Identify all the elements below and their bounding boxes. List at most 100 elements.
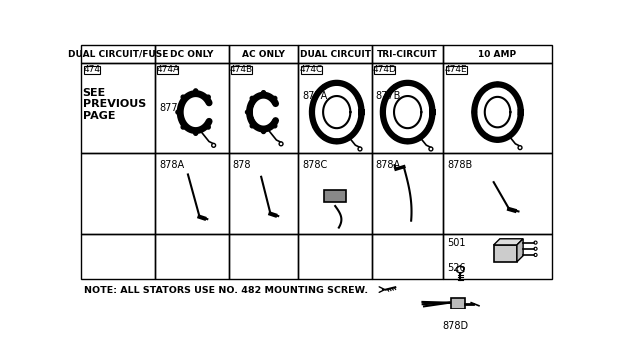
Bar [372,234,443,279]
Circle shape [405,81,410,85]
Bar [372,45,443,63]
Text: 474A: 474A [156,65,179,74]
Circle shape [250,96,254,100]
Circle shape [405,139,410,144]
Circle shape [313,125,317,129]
Circle shape [418,85,422,89]
Bar [229,45,298,63]
Circle shape [534,253,537,256]
Circle shape [484,134,488,138]
Circle shape [310,110,314,114]
Circle shape [273,96,277,100]
Circle shape [262,130,265,134]
Text: 501: 501 [447,238,466,248]
Circle shape [322,135,327,139]
Bar [324,190,346,202]
Text: 878A: 878A [376,160,401,170]
Text: SEE
PREVIOUS
PAGE: SEE PREVIOUS PAGE [82,88,146,121]
Text: 878C: 878C [303,160,327,170]
Bar [494,245,517,262]
Circle shape [358,147,362,151]
Circle shape [427,125,432,129]
Circle shape [476,124,480,128]
Circle shape [381,110,385,114]
Bar [374,66,396,74]
Bar [229,234,298,279]
Circle shape [250,124,254,128]
Text: 474: 474 [84,65,100,74]
Circle shape [507,86,512,90]
Text: 877B: 877B [376,91,401,101]
Circle shape [193,132,198,135]
Circle shape [322,85,327,89]
Bar [446,66,467,74]
Bar [451,298,465,309]
Text: TRI-CIRCUIT: TRI-CIRCUIT [378,50,438,59]
Text: 474E: 474E [445,65,467,74]
Circle shape [384,95,388,100]
Text: NOTE: ALL STATORS USE NO. 482 MOUNTING SCREW.: NOTE: ALL STATORS USE NO. 482 MOUNTING S… [84,286,368,295]
Bar [157,66,179,74]
Text: 877: 877 [159,103,177,113]
Text: 474B: 474B [230,65,253,74]
Text: 474D: 474D [373,65,397,74]
Text: DC ONLY: DC ONLY [170,50,213,59]
Circle shape [246,110,249,114]
Text: 878: 878 [232,160,251,170]
Circle shape [472,110,477,114]
Bar [298,63,372,153]
Circle shape [484,86,488,90]
Bar [443,234,552,279]
Bar [443,153,552,234]
Circle shape [507,134,512,138]
Text: DUAL CIRCUIT: DUAL CIRCUIT [299,50,371,59]
Circle shape [360,110,364,114]
Bar [372,153,443,234]
Bar [372,63,443,153]
Circle shape [518,110,523,114]
Circle shape [515,96,520,100]
Bar [155,234,229,279]
Bar [81,153,155,234]
Circle shape [262,91,265,94]
Bar [81,234,155,279]
Circle shape [393,85,397,89]
Circle shape [418,135,422,139]
Polygon shape [494,239,523,245]
Bar [229,153,298,234]
Text: 877A: 877A [303,91,327,101]
Circle shape [384,125,388,129]
Text: 878B: 878B [447,160,472,170]
Text: 10 AMP: 10 AMP [479,50,516,59]
Circle shape [206,125,210,129]
Bar [81,63,155,153]
Bar [229,63,298,153]
Circle shape [335,139,339,144]
Polygon shape [517,239,523,262]
Circle shape [534,247,537,250]
Bar [84,66,100,74]
Circle shape [181,95,185,99]
Circle shape [347,85,352,89]
Circle shape [518,146,522,150]
Circle shape [476,96,480,100]
Circle shape [427,95,432,100]
Circle shape [393,135,397,139]
Bar [443,45,552,63]
Circle shape [193,89,198,93]
Bar [155,153,229,234]
Text: DUAL CIRCUIT/FUSE: DUAL CIRCUIT/FUSE [68,50,169,59]
Polygon shape [457,266,464,273]
Circle shape [176,110,180,114]
Circle shape [181,125,185,129]
Circle shape [495,82,500,86]
Circle shape [211,143,216,147]
Circle shape [347,135,352,139]
Bar [298,153,372,234]
Circle shape [206,95,210,99]
Text: 474C: 474C [299,65,323,74]
Circle shape [534,241,537,244]
Circle shape [356,95,360,100]
Text: 526: 526 [447,263,466,273]
Text: 878D: 878D [443,321,469,331]
